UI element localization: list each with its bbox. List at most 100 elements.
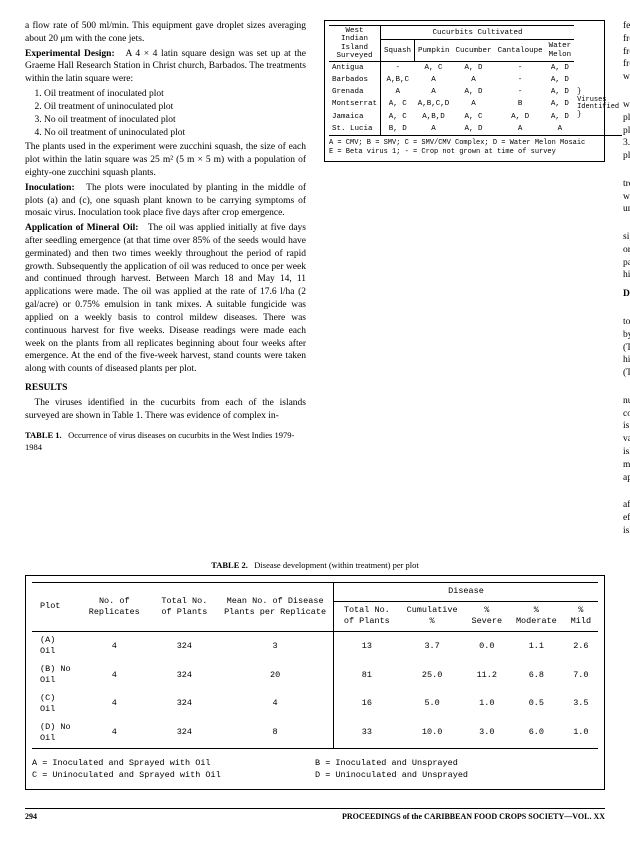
th: % Mild [564,601,598,631]
para: Mosaic symptoms were present in the unsp… [623,86,630,163]
th: Cucumber [453,40,495,62]
para: a flow rate of 500 ml/min. This equipmen… [25,20,306,46]
th: Cumulative % [400,601,465,631]
cell: A, C [415,62,453,75]
th: Water Melon [546,40,575,62]
list-item: No oil treatment of uninoculated plot [44,127,306,140]
cell-region: Antigua [329,62,381,75]
table1-notes: A = CMV; B = SMV; C = SMV/CMV Complex; D… [329,139,600,157]
table-row: (D) No Oil432483310.03.06.01.0 [32,719,598,748]
caption-text: Disease development (within treatment) p… [254,560,419,570]
cell: A [453,98,495,110]
cell: (D) No Oil [32,719,77,748]
cell: 3.0 [465,719,509,748]
heading-oil: Application of Mineral Oil: [25,223,138,233]
cell: 20 [217,661,333,690]
page-number: 294 [25,812,37,823]
cell: 11.2 [465,661,509,690]
list-item: No oil treatment of inoculated plot [44,114,306,127]
th: % Moderate [509,601,564,631]
cell-region: Jamaica [329,111,381,123]
cell: - [495,86,546,98]
cell-region: Montserrat [329,98,381,110]
cell: A, D [546,74,575,86]
cell: A, D [453,62,495,75]
cell: A, C [381,98,415,110]
cell: 2.6 [564,631,598,660]
cell: A [415,86,453,98]
heading-inoculation: Inoculation: [25,183,75,193]
cell: 10.0 [400,719,465,748]
cell: A, D [546,86,575,98]
cell: 3 [217,631,333,660]
cell: 0.5 [509,690,564,719]
cell: A [495,123,546,136]
table2-caption: TABLE 2. Disease development (within tre… [25,560,605,571]
cell: 25.0 [400,661,465,690]
th: Cantaloupe [495,40,546,62]
th-region: West Indian Island Surveyed [329,26,381,62]
caption-text: Occurrence of virus diseases on cucurbit… [25,430,294,451]
cell: A,B,C [381,74,415,86]
para: The interaction between oil treatment an… [623,218,630,282]
cell: 4 [77,631,152,660]
table-row: (B) No Oil4324208125.011.26.87.0 [32,661,598,690]
table-row: BarbadosA,B,CAA-A, D}VirusesIdentified} [329,74,622,86]
cell: 324 [152,719,218,748]
cell: A, C [381,111,415,123]
para-inoculation: Inoculation: The plots were inoculated b… [25,182,306,220]
note: A = CMV; B = SMV; C = SMV/CMV Complex; D… [329,139,600,148]
cell: - [381,62,415,75]
legend-item: D = Uninoculated and Unsprayed [315,770,598,781]
cell: 4 [77,719,152,748]
th-total: Total No. of Plants [152,583,218,631]
th: % Severe [465,601,509,631]
cell: A, C [453,111,495,123]
table-row: Antigua-A, CA, D-A, D [329,62,622,75]
cell: A, D [546,111,575,123]
cell: 3.5 [564,690,598,719]
cell: 81 [333,661,399,690]
legend-item: B = Inoculated and Unsprayed [315,758,598,769]
cell: 13 [333,631,399,660]
legend-item: C = Uninoculated and Sprayed with Oil [32,770,315,781]
cell: (C) Oil [32,690,77,719]
table-row: (A) Oil43243133.70.01.12.6 [32,631,598,660]
note: E = Beta virus 1; - = Crop not grown at … [329,148,600,157]
para: Complex infections of cucurbits by two o… [623,303,630,380]
th: Pumpkin [415,40,453,62]
cell: A,B,D [415,111,453,123]
para-experimental: Experimental Design: A 4 × 4 latin squar… [25,48,306,86]
cell: (A) Oil [32,631,77,660]
heading-discussion: DISCUSSION [623,288,630,301]
cell: A [546,123,575,136]
para: Overall plant appearance and disease con… [623,165,630,216]
th-reps: No. of Replicates [77,583,152,631]
text: The oil was applied initially at five da… [25,223,306,374]
cell: 4 [217,690,333,719]
cell: - [495,62,546,75]
cell: 7.0 [564,661,598,690]
cell: A, D [453,86,495,98]
th: Total No. of Plants [333,601,399,631]
cell: 4 [77,661,152,690]
body-columns: a flow rate of 500 ml/min. This equipmen… [25,20,605,550]
caption-label: TABLE 2. [211,560,248,570]
cell: 324 [152,661,218,690]
cell: 6.8 [509,661,564,690]
th-disease: Disease [333,583,598,601]
cell: 1.0 [465,690,509,719]
cell: A, D [495,111,546,123]
cell: 16 [333,690,399,719]
cell: A, D [546,98,575,110]
table2-legend: A = Inoculated and Sprayed with Oil C = … [32,757,598,783]
cell: A [453,74,495,86]
cell: (B) No Oil [32,661,77,690]
cell-region: Barbados [329,74,381,86]
list-item: Oil treatment of uninoculated plot [44,101,306,114]
table1: West Indian Island Surveyed Cucurbits Cu… [324,20,605,162]
caption-label: TABLE 1. [25,430,62,440]
cell: 5.0 [400,690,465,719]
table-row: (C) Oil43244165.01.00.53.5 [32,690,598,719]
cell: 1.0 [564,719,598,748]
